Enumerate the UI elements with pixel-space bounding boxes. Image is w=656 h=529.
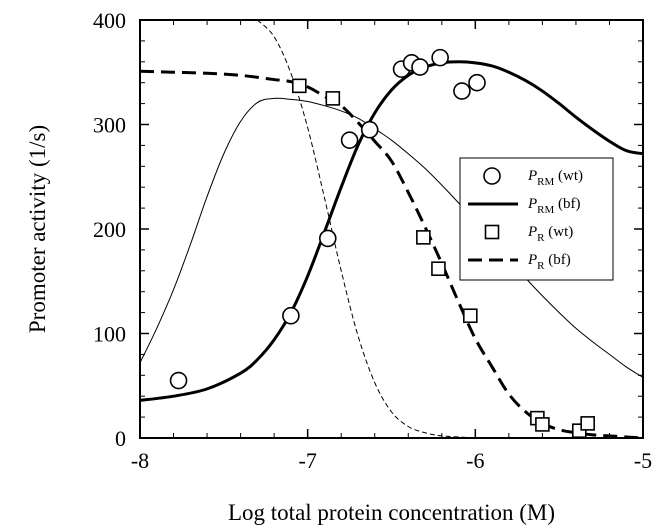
square-data-point	[325, 91, 341, 106]
x-tick-label: -6	[466, 448, 484, 473]
x-axis-title: Log total protein concentration (M)	[228, 500, 555, 525]
legend-label: PR (bf)	[527, 252, 571, 272]
square-data-point	[463, 308, 478, 324]
y-axis-title: Promoter activity (1/s)	[25, 125, 50, 333]
tick-labels: -8 -7 -6 -5 0 100 200 300 400	[93, 8, 652, 473]
series-p-r-bf--curve	[140, 69, 643, 438]
markers-layer	[169, 48, 595, 438]
y-tick-label: 0	[115, 426, 126, 451]
square-data-point	[291, 78, 307, 94]
x-tick-label: -8	[131, 448, 149, 473]
y-tick-label: 400	[93, 8, 126, 33]
circle-data-point	[169, 371, 188, 390]
square-data-point	[416, 230, 431, 245]
y-tick-label: 100	[93, 322, 126, 347]
legend-label: PR (wt)	[527, 224, 573, 244]
y-tick-label: 200	[93, 217, 126, 242]
circle-data-point	[431, 48, 449, 67]
square-data-point	[580, 416, 595, 431]
circle-data-point	[453, 82, 471, 100]
square-data-point	[431, 261, 446, 277]
circle-data-point	[360, 120, 379, 139]
legend-label: PRM (wt)	[527, 168, 583, 188]
circle-data-point	[318, 229, 337, 248]
legend-label: PRM (bf)	[527, 196, 581, 216]
square-data-point	[535, 417, 550, 432]
legend-square-marker	[484, 224, 500, 240]
x-tick-label: -5	[634, 448, 652, 473]
reference-curve	[257, 20, 476, 438]
x-tick-label: -7	[299, 448, 317, 473]
reference-curve	[140, 97, 643, 378]
legend-circle-marker	[483, 167, 501, 185]
circle-data-point	[468, 73, 486, 92]
circle-data-point	[411, 58, 429, 76]
circle-data-point	[282, 306, 300, 325]
legend: PRM (wt) PRM (bf) PR (wt) PR (bf)	[459, 157, 614, 281]
y-tick-label: 300	[93, 113, 126, 138]
circle-data-point	[340, 131, 359, 149]
